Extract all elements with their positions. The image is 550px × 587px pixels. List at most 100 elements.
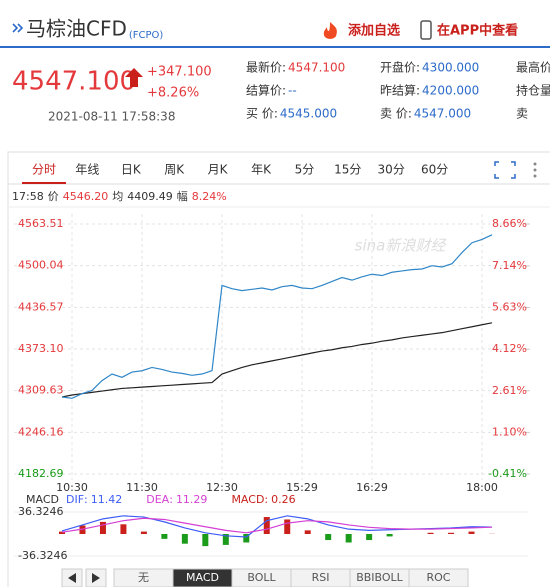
add-watch[interactable]: 添加自选 (348, 23, 400, 39)
period-tab[interactable]: 30分 (378, 163, 405, 177)
period-tab[interactable]: 月K (208, 163, 229, 177)
field-value: 4547.000 (414, 107, 471, 121)
indicator-tab-label: BBIBOLL (356, 571, 403, 584)
watermark: sina新浪财经 (355, 237, 448, 255)
indicator-tab-label: RSI (312, 571, 330, 584)
legend-name: MACD (231, 493, 264, 506)
status-price: 4546.20 (63, 190, 109, 203)
indicator-tab-label: ROC (427, 571, 451, 584)
x-tick-label: 12:30 (206, 481, 238, 494)
macd-bar (325, 534, 332, 541)
y-tick-label: 4500.04 (18, 259, 64, 272)
field-label: 买 价: (246, 107, 278, 121)
fire-icon (323, 22, 337, 39)
status-avg-label: 均 (112, 190, 123, 203)
chart-panel (7, 151, 550, 587)
price: 4547.100 (12, 67, 136, 97)
x-tick-label: 10:30 (56, 481, 88, 494)
y-tick-label: 4373.10 (18, 342, 64, 355)
macd-bar (263, 517, 270, 534)
field-value: -- (288, 84, 297, 98)
indicator-tab-label: BOLL (247, 571, 276, 584)
macd-bar (120, 524, 127, 534)
field-label: 持仓量 (516, 83, 550, 98)
macd-bar (243, 534, 250, 543)
legend-colon: : (84, 493, 88, 506)
indicator-tab-label: 无 (138, 571, 149, 584)
fullscreen-icon[interactable] (494, 161, 516, 179)
y2-tick-label: -0.41% (488, 467, 527, 480)
field-value: 4547.100 (288, 61, 345, 75)
y2-tick-label: 2.61% (492, 384, 527, 397)
macd-bar (181, 534, 188, 544)
period-tab[interactable]: 60分 (421, 163, 448, 177)
legend-value: 11.29 (176, 493, 208, 506)
macd-bar (304, 530, 311, 534)
y-tick-label: -36.3246 (18, 549, 67, 562)
period-tab[interactable]: 年K (251, 163, 272, 177)
indicator-tab-label: MACD (186, 571, 219, 584)
legend-value: 11.42 (91, 493, 123, 506)
field-label: 最新价: (246, 60, 286, 75)
y-tick-label: 36.3246 (18, 505, 64, 518)
series-line (61, 322, 493, 398)
indicator-title: MACD (26, 493, 59, 506)
macd-bar (386, 534, 393, 537)
prev-icon (68, 573, 76, 583)
macd-bar (366, 534, 373, 541)
y-tick-label: 4182.69 (18, 467, 64, 480)
period-tab[interactable]: 5分 (295, 163, 315, 177)
macd-bar (222, 534, 229, 545)
y2-tick-label: 4.12% (492, 342, 527, 355)
period-tab[interactable]: 15分 (334, 163, 361, 177)
field-value: 4200.000 (422, 84, 479, 98)
title-icon (12, 23, 24, 33)
indicator-tab[interactable] (408, 568, 469, 587)
macd-bar (427, 532, 434, 534)
macd-bar (59, 531, 65, 534)
quote-time: 2021-08-11 17:58:38 (48, 110, 175, 124)
y2-tick-label: 8.66% (492, 217, 527, 230)
series-line (61, 234, 493, 399)
x-tick-label: 15:29 (286, 481, 318, 494)
up-arrow (125, 68, 143, 87)
legend-colon: : (264, 493, 268, 506)
macd-bar (161, 534, 168, 539)
field-value: 4545.000 (280, 107, 337, 121)
field-label: 开盘价: (380, 60, 420, 75)
title: 马棕油CFD (26, 17, 127, 41)
status-amp-label: 幅 (177, 190, 188, 203)
change: +347.100 (147, 65, 212, 80)
more-icon[interactable] (533, 162, 537, 178)
period-tab[interactable]: 周K (164, 163, 185, 177)
indicator-line (61, 517, 493, 534)
field-label: 最高价 (516, 60, 550, 75)
legend-name: DIF (66, 493, 84, 506)
field-value: 4300.000 (422, 61, 479, 75)
y2-tick-label: 7.14% (492, 259, 527, 272)
period-tab[interactable]: 日K (121, 163, 142, 177)
field-label: 卖 价: (380, 107, 412, 121)
status-time: 17:58 (12, 190, 44, 203)
y2-tick-label: 1.10% (492, 425, 527, 438)
legend-colon: : (169, 493, 173, 506)
open-app[interactable]: 在APP中查看 (437, 23, 518, 39)
next-icon (92, 573, 100, 583)
period-tab[interactable]: 年线 (75, 163, 99, 177)
macd-bar (345, 534, 352, 543)
period-tab[interactable]: 分时 (32, 163, 56, 177)
legend-value: 0.26 (271, 493, 296, 506)
legend-name: DEA (146, 493, 169, 506)
field-label: 昨结算: (380, 83, 420, 98)
macd-bar (448, 532, 455, 534)
change-pct: +8.26% (147, 86, 199, 101)
macd-bar (140, 531, 147, 534)
y-tick-label: 4563.51 (18, 217, 64, 230)
status-price-label: 价 (48, 190, 59, 203)
x-tick-label: 11:30 (126, 481, 158, 494)
field-label: 卖 (516, 107, 528, 121)
macd-bar (468, 531, 475, 534)
x-tick-label: 16:29 (356, 481, 388, 494)
